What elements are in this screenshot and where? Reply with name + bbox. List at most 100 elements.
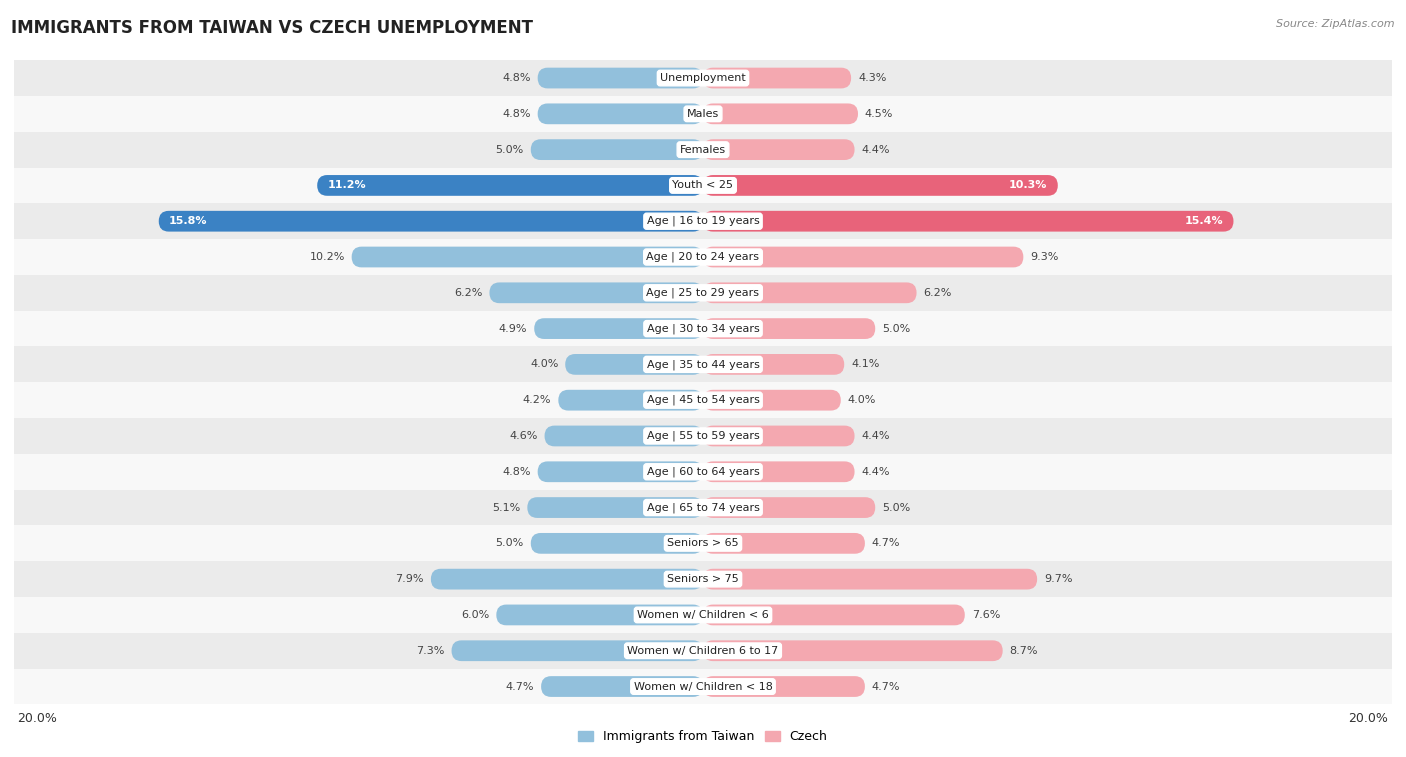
FancyBboxPatch shape xyxy=(531,533,703,553)
FancyBboxPatch shape xyxy=(318,175,703,196)
Text: 5.0%: 5.0% xyxy=(882,503,910,512)
Text: 20.0%: 20.0% xyxy=(17,712,58,725)
Text: 4.0%: 4.0% xyxy=(530,360,558,369)
Text: Age | 25 to 29 years: Age | 25 to 29 years xyxy=(647,288,759,298)
Text: 4.9%: 4.9% xyxy=(499,323,527,334)
Bar xyxy=(14,167,1392,204)
Text: 5.0%: 5.0% xyxy=(496,538,524,548)
FancyBboxPatch shape xyxy=(703,605,965,625)
Text: 20.0%: 20.0% xyxy=(1348,712,1389,725)
Text: 4.4%: 4.4% xyxy=(862,431,890,441)
Text: Age | 65 to 74 years: Age | 65 to 74 years xyxy=(647,503,759,512)
Text: 15.8%: 15.8% xyxy=(169,217,208,226)
FancyBboxPatch shape xyxy=(703,67,851,89)
Text: 15.4%: 15.4% xyxy=(1184,217,1223,226)
FancyBboxPatch shape xyxy=(537,461,703,482)
Text: 11.2%: 11.2% xyxy=(328,180,366,191)
Text: Source: ZipAtlas.com: Source: ZipAtlas.com xyxy=(1277,19,1395,29)
Text: 9.3%: 9.3% xyxy=(1031,252,1059,262)
FancyBboxPatch shape xyxy=(527,497,703,518)
Bar xyxy=(14,275,1392,310)
FancyBboxPatch shape xyxy=(703,569,1038,590)
FancyBboxPatch shape xyxy=(159,211,703,232)
FancyBboxPatch shape xyxy=(352,247,703,267)
FancyBboxPatch shape xyxy=(703,247,1024,267)
Bar xyxy=(14,60,1392,96)
FancyBboxPatch shape xyxy=(496,605,703,625)
Bar xyxy=(14,668,1392,705)
Text: IMMIGRANTS FROM TAIWAN VS CZECH UNEMPLOYMENT: IMMIGRANTS FROM TAIWAN VS CZECH UNEMPLOY… xyxy=(11,19,533,37)
Text: 6.2%: 6.2% xyxy=(924,288,952,298)
FancyBboxPatch shape xyxy=(703,318,875,339)
Text: Males: Males xyxy=(688,109,718,119)
Text: 4.8%: 4.8% xyxy=(502,109,531,119)
FancyBboxPatch shape xyxy=(565,354,703,375)
Text: 7.9%: 7.9% xyxy=(395,574,425,584)
Text: Females: Females xyxy=(681,145,725,154)
Text: 4.2%: 4.2% xyxy=(523,395,551,405)
FancyBboxPatch shape xyxy=(558,390,703,410)
FancyBboxPatch shape xyxy=(703,676,865,697)
Text: Unemployment: Unemployment xyxy=(661,73,745,83)
Text: 4.1%: 4.1% xyxy=(851,360,880,369)
Bar xyxy=(14,418,1392,454)
FancyBboxPatch shape xyxy=(537,104,703,124)
FancyBboxPatch shape xyxy=(541,676,703,697)
Text: 4.4%: 4.4% xyxy=(862,467,890,477)
Text: 9.7%: 9.7% xyxy=(1045,574,1073,584)
Text: 5.1%: 5.1% xyxy=(492,503,520,512)
Text: Age | 30 to 34 years: Age | 30 to 34 years xyxy=(647,323,759,334)
Text: 10.2%: 10.2% xyxy=(309,252,344,262)
FancyBboxPatch shape xyxy=(703,640,1002,661)
FancyBboxPatch shape xyxy=(703,390,841,410)
FancyBboxPatch shape xyxy=(451,640,703,661)
FancyBboxPatch shape xyxy=(703,354,844,375)
Bar xyxy=(14,561,1392,597)
Bar xyxy=(14,633,1392,668)
Text: Age | 20 to 24 years: Age | 20 to 24 years xyxy=(647,252,759,262)
Text: Youth < 25: Youth < 25 xyxy=(672,180,734,191)
FancyBboxPatch shape xyxy=(430,569,703,590)
Text: Women w/ Children < 18: Women w/ Children < 18 xyxy=(634,681,772,692)
FancyBboxPatch shape xyxy=(703,461,855,482)
Text: 4.0%: 4.0% xyxy=(848,395,876,405)
Text: 4.7%: 4.7% xyxy=(506,681,534,692)
Bar xyxy=(14,310,1392,347)
FancyBboxPatch shape xyxy=(537,67,703,89)
Text: 5.0%: 5.0% xyxy=(496,145,524,154)
FancyBboxPatch shape xyxy=(489,282,703,304)
FancyBboxPatch shape xyxy=(534,318,703,339)
Text: 6.0%: 6.0% xyxy=(461,610,489,620)
Bar xyxy=(14,347,1392,382)
Text: 10.3%: 10.3% xyxy=(1010,180,1047,191)
Bar xyxy=(14,96,1392,132)
Text: 4.4%: 4.4% xyxy=(862,145,890,154)
Text: 4.7%: 4.7% xyxy=(872,538,900,548)
Text: 5.0%: 5.0% xyxy=(882,323,910,334)
Text: 4.3%: 4.3% xyxy=(858,73,886,83)
Text: 4.8%: 4.8% xyxy=(502,467,531,477)
FancyBboxPatch shape xyxy=(703,497,875,518)
Bar xyxy=(14,382,1392,418)
FancyBboxPatch shape xyxy=(703,104,858,124)
Text: 8.7%: 8.7% xyxy=(1010,646,1038,656)
Bar xyxy=(14,239,1392,275)
Text: Age | 45 to 54 years: Age | 45 to 54 years xyxy=(647,395,759,406)
Text: Seniors > 75: Seniors > 75 xyxy=(666,574,740,584)
FancyBboxPatch shape xyxy=(703,533,865,553)
FancyBboxPatch shape xyxy=(703,211,1233,232)
FancyBboxPatch shape xyxy=(703,425,855,447)
Text: Women w/ Children < 6: Women w/ Children < 6 xyxy=(637,610,769,620)
Text: 4.6%: 4.6% xyxy=(509,431,537,441)
Legend: Immigrants from Taiwan, Czech: Immigrants from Taiwan, Czech xyxy=(574,725,832,748)
Text: 4.5%: 4.5% xyxy=(865,109,893,119)
Text: 4.8%: 4.8% xyxy=(502,73,531,83)
Text: Age | 16 to 19 years: Age | 16 to 19 years xyxy=(647,216,759,226)
Bar xyxy=(14,525,1392,561)
FancyBboxPatch shape xyxy=(531,139,703,160)
Text: Age | 35 to 44 years: Age | 35 to 44 years xyxy=(647,359,759,369)
Bar xyxy=(14,454,1392,490)
Text: 6.2%: 6.2% xyxy=(454,288,482,298)
FancyBboxPatch shape xyxy=(703,175,1057,196)
FancyBboxPatch shape xyxy=(544,425,703,447)
